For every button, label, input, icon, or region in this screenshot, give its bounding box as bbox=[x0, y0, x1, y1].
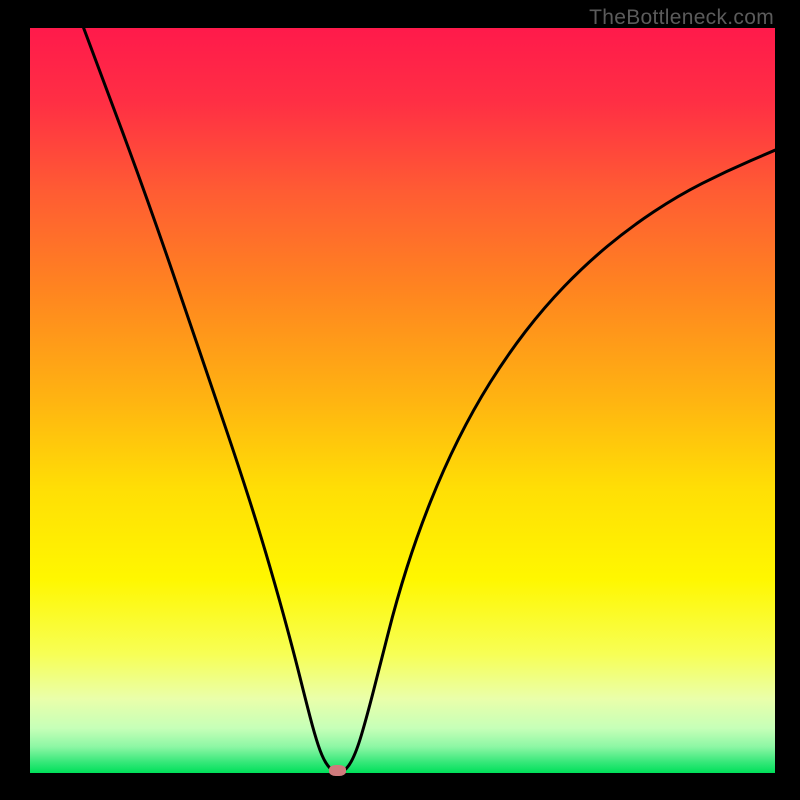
gradient-plot-area bbox=[30, 28, 775, 773]
watermark-text: TheBottleneck.com bbox=[589, 6, 774, 30]
chart-root: TheBottleneck.com bbox=[0, 0, 800, 800]
bottleneck-curve bbox=[30, 28, 775, 773]
optimal-point-marker bbox=[329, 765, 346, 776]
